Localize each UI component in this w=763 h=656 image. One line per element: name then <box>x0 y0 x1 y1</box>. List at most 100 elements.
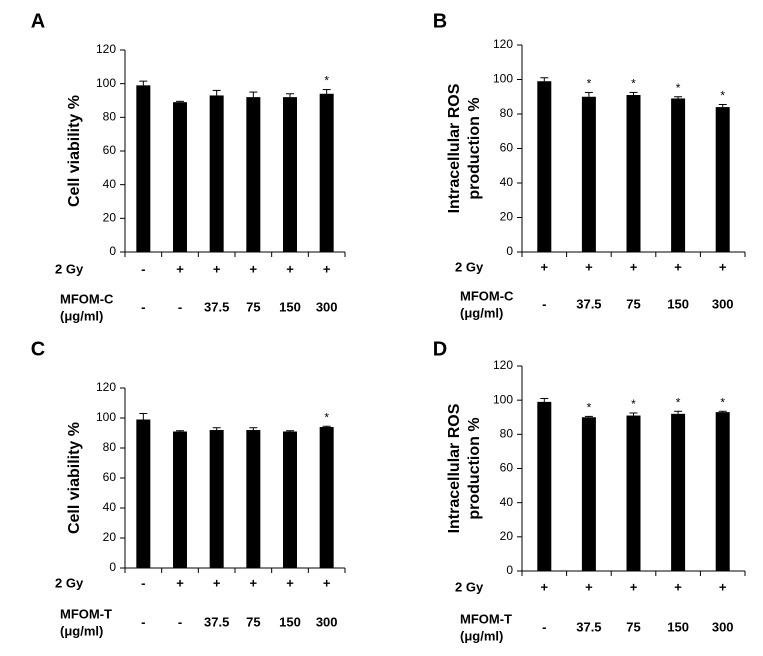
y-axis-label: production % <box>466 417 483 519</box>
treatment-cell: + <box>250 261 258 276</box>
bar <box>283 431 297 568</box>
dose-cell: - <box>141 299 145 314</box>
dose-cell: 150 <box>279 614 301 629</box>
dose-cell: - <box>141 614 145 629</box>
row-label: MFOM-T <box>460 611 512 626</box>
y-tick-label: 60 <box>103 143 117 157</box>
treatment-cell: + <box>323 261 331 276</box>
y-axis-label: production % <box>466 97 483 199</box>
treatment-cell: + <box>213 261 221 276</box>
treatment-cell: + <box>176 575 184 590</box>
y-tick-label: 0 <box>506 244 513 258</box>
bar <box>626 415 641 571</box>
bar <box>537 401 552 571</box>
y-axis-label: Cell viability % <box>66 422 83 534</box>
treatment-cell: + <box>674 259 682 274</box>
dose-cell: 75 <box>246 299 260 314</box>
row-label: 2 Gy <box>55 575 84 590</box>
bar <box>319 427 334 568</box>
bar <box>671 413 686 571</box>
y-tick-label: 120 <box>493 37 513 51</box>
y-tick-label: 100 <box>96 76 116 90</box>
treatment-cell: + <box>719 579 727 594</box>
treatment-cell: + <box>250 575 258 590</box>
bar <box>715 107 730 252</box>
row-label: 2 Gy <box>55 261 84 276</box>
y-tick-label: 20 <box>500 529 514 543</box>
bar <box>537 81 552 252</box>
panel-label: A <box>31 10 45 32</box>
y-tick-label: 120 <box>96 380 116 394</box>
y-tick-label: 40 <box>103 177 117 191</box>
y-tick-label: 0 <box>506 563 513 577</box>
dose-cell: 300 <box>712 619 734 634</box>
row-label: (μg/ml) <box>60 308 103 323</box>
dose-cell: 37.5 <box>204 614 229 629</box>
treatment-cell: - <box>141 575 145 590</box>
y-tick-label: 0 <box>109 244 116 258</box>
y-tick-label: 80 <box>103 110 117 124</box>
treatment-cell: + <box>630 579 638 594</box>
dose-cell: - <box>178 299 182 314</box>
y-axis-label: Intracellular ROS <box>446 403 463 533</box>
y-tick-label: 100 <box>96 410 116 424</box>
row-label: 2 Gy <box>455 579 484 594</box>
treatment-cell: + <box>286 261 294 276</box>
dose-cell: 150 <box>667 296 689 311</box>
dose-cell: 75 <box>626 619 640 634</box>
y-tick-label: 120 <box>493 358 513 372</box>
panel-label: D <box>433 338 447 360</box>
significance-mark: * <box>720 89 725 103</box>
dose-cell: 150 <box>667 619 689 634</box>
bar <box>246 97 261 252</box>
y-tick-label: 20 <box>500 210 514 224</box>
y-tick-label: 60 <box>500 461 514 475</box>
y-axis-label: Cell viability % <box>66 95 83 207</box>
treatment-cell: + <box>674 579 682 594</box>
treatment-cell: + <box>323 575 331 590</box>
bar <box>581 417 596 571</box>
bar <box>136 85 151 252</box>
significance-mark: * <box>324 74 329 88</box>
treatment-cell: + <box>541 259 549 274</box>
y-tick-label: 40 <box>103 500 117 514</box>
bar <box>209 95 224 252</box>
treatment-cell: + <box>213 575 221 590</box>
significance-mark: * <box>324 410 329 424</box>
panel-label: B <box>433 10 447 32</box>
row-label: (μg/ml) <box>60 623 103 638</box>
treatment-cell: - <box>141 261 145 276</box>
y-tick-label: 80 <box>500 106 514 120</box>
bar <box>283 97 297 252</box>
significance-mark: * <box>720 395 725 409</box>
significance-mark: * <box>631 77 636 91</box>
row-label: MFOM-C <box>60 291 114 306</box>
treatment-cell: + <box>585 579 593 594</box>
dose-cell: 300 <box>712 296 734 311</box>
row-label: MFOM-C <box>460 288 514 303</box>
significance-mark: * <box>631 397 636 411</box>
y-tick-label: 60 <box>500 141 514 155</box>
y-tick-label: 40 <box>500 495 514 509</box>
significance-mark: * <box>587 401 592 415</box>
significance-mark: * <box>676 81 681 95</box>
treatment-cell: + <box>585 259 593 274</box>
y-tick-label: 60 <box>103 470 117 484</box>
row-label: 2 Gy <box>455 259 484 274</box>
bar <box>136 419 151 568</box>
dose-cell: 300 <box>316 299 338 314</box>
bar <box>209 430 224 568</box>
y-tick-label: 0 <box>109 560 116 574</box>
y-axis-label: Intracellular ROS <box>446 83 463 213</box>
dose-cell: 300 <box>316 614 338 629</box>
y-tick-label: 20 <box>103 211 117 225</box>
dose-cell: - <box>542 296 546 311</box>
dose-cell: 75 <box>626 296 640 311</box>
bar <box>173 102 187 252</box>
bar <box>319 93 334 253</box>
panel-label: C <box>31 338 45 360</box>
bar <box>715 412 730 571</box>
y-tick-label: 80 <box>500 427 514 441</box>
dose-cell: - <box>178 614 182 629</box>
